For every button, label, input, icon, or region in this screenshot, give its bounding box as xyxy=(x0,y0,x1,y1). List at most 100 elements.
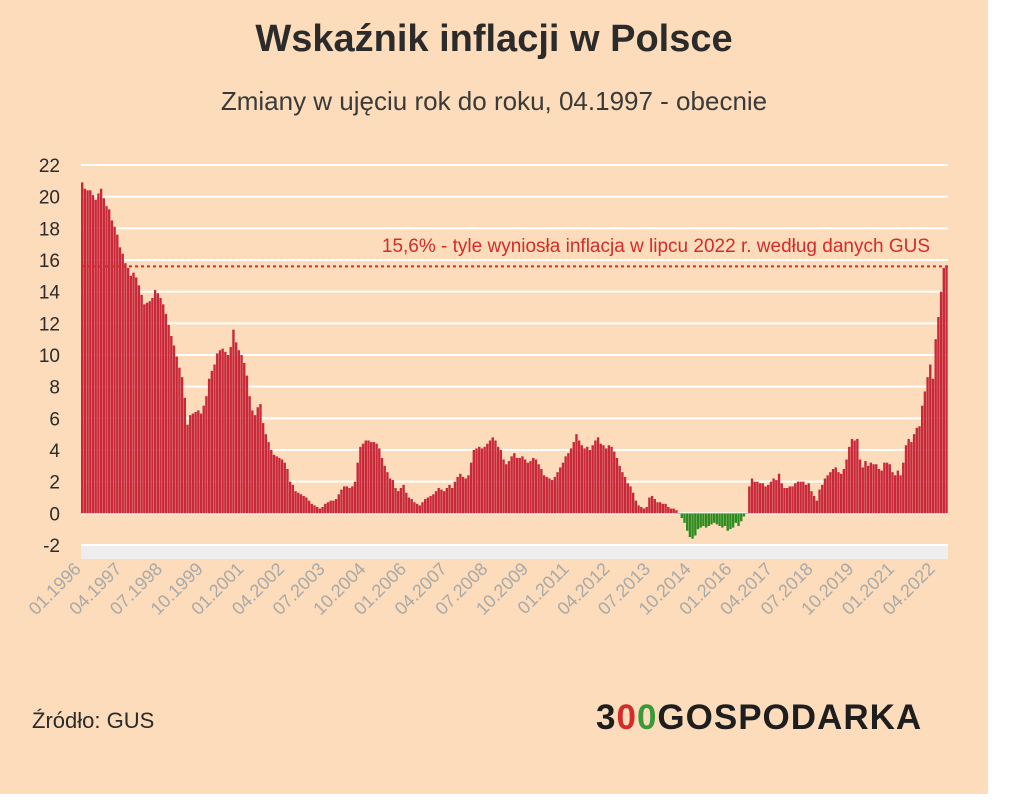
bar xyxy=(931,378,935,514)
bar xyxy=(588,450,592,514)
bar xyxy=(472,450,476,514)
bar xyxy=(375,443,378,514)
bar xyxy=(937,317,940,514)
bar xyxy=(432,494,435,514)
bar xyxy=(442,491,446,514)
bar xyxy=(640,507,643,514)
bar xyxy=(207,378,211,514)
bar xyxy=(761,483,765,514)
bar xyxy=(515,457,519,514)
bar xyxy=(275,456,278,514)
bar xyxy=(642,508,646,514)
bar xyxy=(745,513,748,514)
bar xyxy=(807,483,810,514)
bar xyxy=(912,434,916,514)
bar xyxy=(856,438,859,514)
bar xyxy=(251,410,254,514)
bar xyxy=(575,434,578,514)
bar xyxy=(796,481,800,514)
bar xyxy=(888,464,891,514)
bar xyxy=(812,495,816,514)
bar xyxy=(83,188,87,514)
bar xyxy=(299,494,303,514)
bar xyxy=(237,350,241,514)
bar xyxy=(272,454,276,514)
logo-zero-red: 0 xyxy=(616,698,637,737)
bar xyxy=(850,438,854,514)
bar xyxy=(740,513,743,522)
bar xyxy=(939,291,943,514)
y-tick-label: 14 xyxy=(39,283,61,304)
bar xyxy=(675,510,678,514)
bar xyxy=(332,500,335,514)
bar xyxy=(545,476,548,514)
bar xyxy=(521,456,524,514)
bar xyxy=(907,438,910,514)
bar xyxy=(715,513,719,525)
bar xyxy=(124,263,127,514)
x-axis-tick-labels: 01.199604.199707.199810.199901.200104.20… xyxy=(25,559,939,619)
bar xyxy=(831,469,835,514)
bar xyxy=(540,469,543,514)
bar xyxy=(823,478,827,514)
bar xyxy=(367,440,370,514)
bar xyxy=(920,405,924,514)
bar xyxy=(688,513,692,538)
bar xyxy=(523,459,527,514)
bar xyxy=(596,437,600,514)
bar xyxy=(826,475,829,514)
bar xyxy=(313,505,316,514)
bar xyxy=(353,481,357,514)
bar xyxy=(764,486,767,514)
bar xyxy=(594,440,597,514)
bar xyxy=(505,464,508,514)
bar xyxy=(604,448,608,514)
bar xyxy=(415,503,419,514)
bar xyxy=(707,513,710,526)
bar xyxy=(248,396,251,514)
bar xyxy=(256,407,259,514)
bar xyxy=(397,491,400,514)
bar xyxy=(610,446,613,514)
bar xyxy=(923,391,927,514)
logo-zero-green: 0 xyxy=(636,698,658,737)
bar xyxy=(89,190,92,514)
bar xyxy=(394,488,397,514)
bar xyxy=(729,513,732,530)
bar xyxy=(753,481,756,514)
bar xyxy=(437,488,440,514)
bar xyxy=(691,513,694,539)
bar xyxy=(356,462,359,514)
bar xyxy=(267,442,270,514)
bar xyxy=(99,188,103,514)
bar xyxy=(664,503,667,514)
bar xyxy=(402,484,405,514)
bar xyxy=(86,190,89,514)
bar xyxy=(135,277,138,514)
bar xyxy=(742,513,746,517)
bar xyxy=(794,483,797,514)
bar xyxy=(883,462,886,514)
axis-band xyxy=(81,545,948,559)
bar xyxy=(767,484,770,514)
chart-card xyxy=(0,0,988,794)
bar xyxy=(126,267,130,514)
bar xyxy=(486,443,489,514)
bar xyxy=(324,503,327,514)
bar xyxy=(877,469,881,514)
bar xyxy=(494,440,497,514)
bar xyxy=(351,486,354,514)
bar xyxy=(866,465,870,514)
bar xyxy=(532,457,535,514)
bar xyxy=(929,364,932,514)
bar xyxy=(945,266,948,514)
bar xyxy=(818,489,821,514)
bar xyxy=(364,440,367,514)
bar xyxy=(405,492,408,514)
bar xyxy=(234,342,238,514)
bar xyxy=(145,302,149,514)
bar xyxy=(407,497,411,514)
bar xyxy=(413,502,416,514)
bar xyxy=(372,442,376,514)
